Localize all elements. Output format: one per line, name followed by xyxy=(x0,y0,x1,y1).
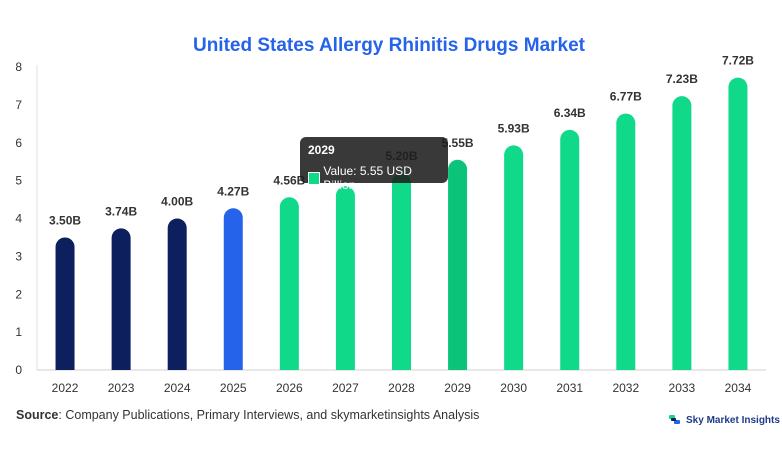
bar-2027[interactable] xyxy=(335,186,355,380)
x-tick-label: 2030 xyxy=(500,381,527,395)
brand-name: Sky Market Insights xyxy=(686,414,780,426)
y-tick-label: 0 xyxy=(15,363,22,377)
tooltip-year: 2029 xyxy=(308,143,335,157)
data-label: 3.50B xyxy=(49,213,81,227)
y-tick-label: 6 xyxy=(15,136,22,150)
data-label: 7.23B xyxy=(666,72,698,86)
x-tick-label: 2031 xyxy=(556,381,583,395)
bar-2024[interactable] xyxy=(167,218,187,381)
bar-2029[interactable] xyxy=(448,159,468,380)
tooltip: 2029 Value: 5.55 USD Billion xyxy=(300,137,448,192)
tooltip-swatch xyxy=(308,171,321,185)
tooltip-row: Value: 5.55 USD Billion xyxy=(308,164,440,192)
x-axis: 2022 2023 2024 2025 2026 2027 2028 2029 2030 2031… xyxy=(37,369,766,395)
bar-2034[interactable] xyxy=(728,77,748,380)
x-tick-label: 2022 xyxy=(52,381,79,395)
chart-title: United States Allergy Rhinitis Drugs Mar… xyxy=(193,35,586,56)
data-label: 4.27B xyxy=(217,184,249,198)
data-label: 7.72B xyxy=(722,54,754,68)
y-tick-label: 8 xyxy=(15,60,22,74)
y-tick-label: 4 xyxy=(15,212,22,226)
bar-2026[interactable] xyxy=(279,197,299,380)
x-tick-label: 2023 xyxy=(108,381,135,395)
y-tick-label: 7 xyxy=(15,98,22,112)
x-tick-label: 2029 xyxy=(444,381,471,395)
y-tick-label: 1 xyxy=(15,325,22,339)
data-label: 6.77B xyxy=(610,90,642,104)
bar-2033[interactable] xyxy=(672,96,692,380)
x-tick-label: 2024 xyxy=(164,381,191,395)
y-tick-label: 3 xyxy=(15,249,22,263)
tooltip-value: Value: 5.55 USD Billion xyxy=(323,164,412,192)
data-label: 6.34B xyxy=(554,106,586,120)
bar-2032[interactable] xyxy=(616,113,636,380)
x-tick-label: 2025 xyxy=(220,381,247,395)
data-label: 4.56B xyxy=(273,173,305,187)
data-label: 3.74B xyxy=(105,204,137,218)
sky-market-insights-logo-icon xyxy=(669,415,680,424)
bar-2030[interactable] xyxy=(504,145,524,380)
source-text: : Company Publications, Primary Intervie… xyxy=(58,408,480,422)
bars xyxy=(55,77,748,381)
y-axis: 0 1 2 3 4 5 6 7 8 xyxy=(15,60,38,377)
x-tick-label: 2026 xyxy=(276,381,303,395)
x-tick-label: 2033 xyxy=(669,381,696,395)
y-tick-label: 2 xyxy=(15,287,22,301)
y-tick-label: 5 xyxy=(15,174,22,188)
x-tick-label: 2027 xyxy=(332,381,359,395)
bar-2031[interactable] xyxy=(560,129,580,380)
x-tick-label: 2034 xyxy=(725,381,752,395)
x-tick-label: 2028 xyxy=(388,381,415,395)
brand-logo: Sky Market Insights xyxy=(668,413,780,427)
source-label: Source xyxy=(16,408,59,422)
bar-2028[interactable] xyxy=(392,173,411,380)
bar-2023[interactable] xyxy=(111,228,131,380)
data-label: 5.93B xyxy=(498,121,530,135)
bar-2025[interactable] xyxy=(223,208,243,380)
x-tick-label: 2032 xyxy=(612,381,639,395)
source-note: Source: Company Publications, Primary In… xyxy=(16,408,479,422)
bar-2022[interactable] xyxy=(55,237,75,380)
data-label: 4.00B xyxy=(161,195,193,209)
data-label: 5.55B xyxy=(442,136,474,150)
